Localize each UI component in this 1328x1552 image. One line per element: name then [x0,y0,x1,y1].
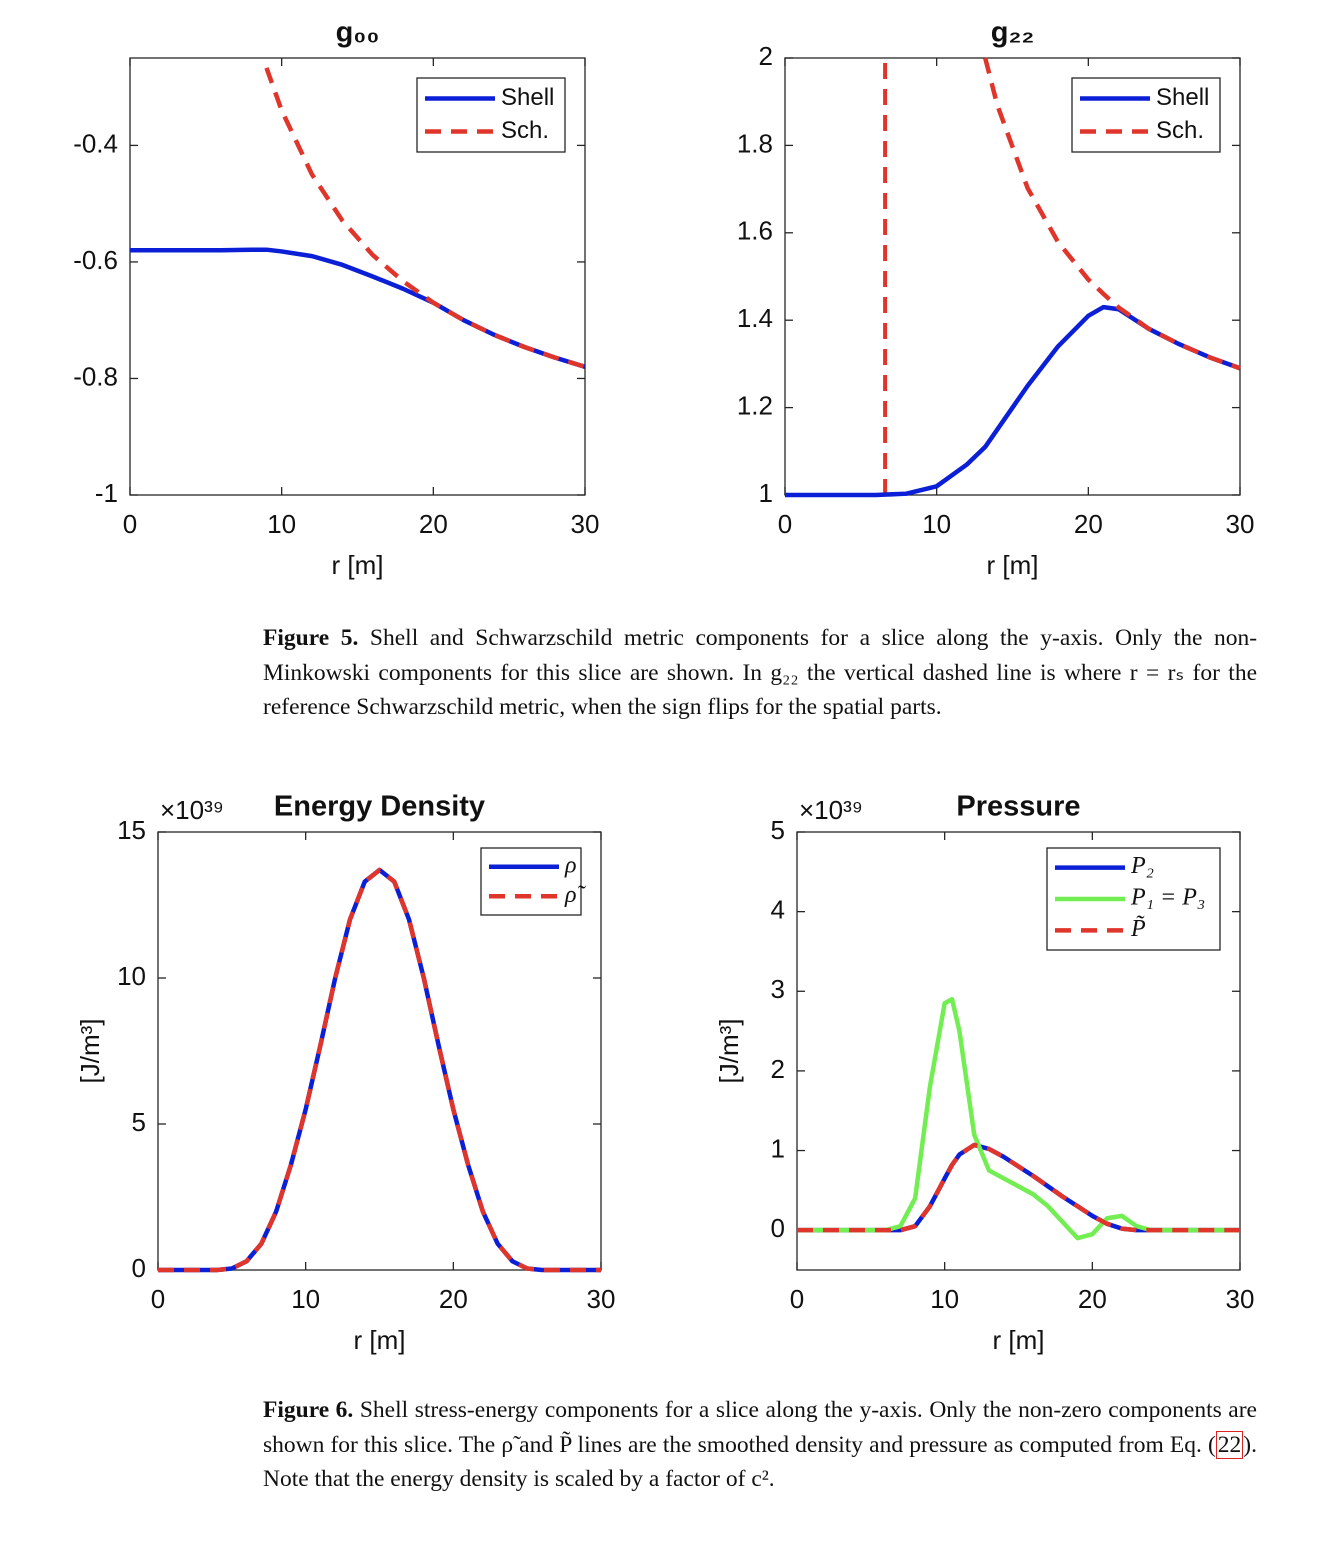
legend-box [480,847,582,916]
y-tick-label: 5 [132,1107,146,1137]
y-tick-label: -0.8 [73,361,118,391]
y-tick-label: 10 [117,961,146,991]
series-line [797,996,1240,1241]
y-tick-label: 4 [771,895,785,925]
caption: Figure 5. Shell and Schwarzschild metric… [263,621,1257,725]
x-tick-label: 30 [1226,509,1255,539]
legend-box [1071,77,1221,153]
y-tick-label: 1.4 [737,303,773,333]
y-tick-label: -0.4 [73,128,118,158]
equation-ref[interactable]: 22 [1215,1430,1244,1459]
legend-label: Shell [501,84,554,111]
series-line [785,304,1241,498]
caption-text: ). Note that the energy density is scale… [263,1431,1257,1493]
caption-text: Shell stress-energy components for a sli… [263,1397,1257,1458]
y-tick-label: 1.2 [737,390,773,420]
legend-label: Sch. [501,117,549,144]
x-tick-label: 20 [419,509,448,539]
x-tick-label: 0 [778,509,792,539]
chart-title: Energy Density [274,791,485,823]
y-multiplier: ×10³⁹ [799,795,863,825]
y-tick-label: 3 [771,974,785,1004]
legend-box [416,77,566,153]
x-tick-label: 30 [1226,1284,1255,1314]
chart-title: g₂₂ [991,17,1035,49]
x-axis-label: r [m] [987,550,1039,580]
x-tick-label: 10 [922,509,951,539]
caption: Figure 6. Shell stress-energy components… [263,1393,1257,1497]
y-tick-label: 2 [771,1054,785,1084]
x-tick-label: 30 [587,1284,616,1314]
y-tick-label: 1.6 [737,216,773,246]
series-line [158,867,601,1273]
y-tick-label: 15 [117,815,146,845]
y-tick-label: 5 [771,815,785,845]
legend-label: ρ [564,852,577,878]
x-tick-label: 0 [123,509,137,539]
y-tick-label: 1 [759,478,773,508]
series-line [983,57,1241,371]
legend-label: Sch. [1156,117,1204,144]
x-tick-label: 20 [1074,509,1103,539]
series-line [797,1142,1240,1233]
caption-label: Figure 6. [263,1397,354,1423]
legend-label: P₂ [1130,853,1154,879]
y-tick-label: 1.8 [737,128,773,158]
x-axis-label: r [m] [354,1325,406,1355]
legend-label: P̃ [1130,915,1146,942]
y-multiplier: ×10³⁹ [160,795,224,825]
x-tick-label: 10 [930,1284,959,1314]
x-tick-label: 30 [571,509,600,539]
y-tick-label: 2 [759,41,773,71]
x-tick-label: 0 [790,1284,804,1314]
x-tick-label: 20 [1078,1284,1107,1314]
y-tick-label: 0 [771,1213,785,1243]
x-axis-label: r [m] [993,1325,1045,1355]
y-axis-label: [J/m³] [75,1019,105,1084]
y-tick-label: 0 [132,1253,146,1283]
y-axis-label: [J/m³] [714,1019,744,1084]
legend-label: Shell [1156,84,1209,111]
x-tick-label: 10 [267,509,296,539]
chart-title: Pressure [956,791,1080,823]
chart-title: g₀₀ [336,17,380,49]
legend-label: P₁ = P₃ [1130,885,1205,911]
y-tick-label: -1 [95,478,118,508]
x-tick-label: 10 [291,1284,320,1314]
x-tick-label: 20 [439,1284,468,1314]
x-axis-label: r [m] [332,550,384,580]
x-tick-label: 0 [151,1284,165,1314]
y-tick-label: 1 [771,1133,785,1163]
caption-text: Shell and Schwarzschild metric component… [263,625,1258,720]
y-tick-label: -0.6 [73,245,118,275]
series-line [264,67,586,369]
caption-label: Figure 5. [263,625,359,651]
